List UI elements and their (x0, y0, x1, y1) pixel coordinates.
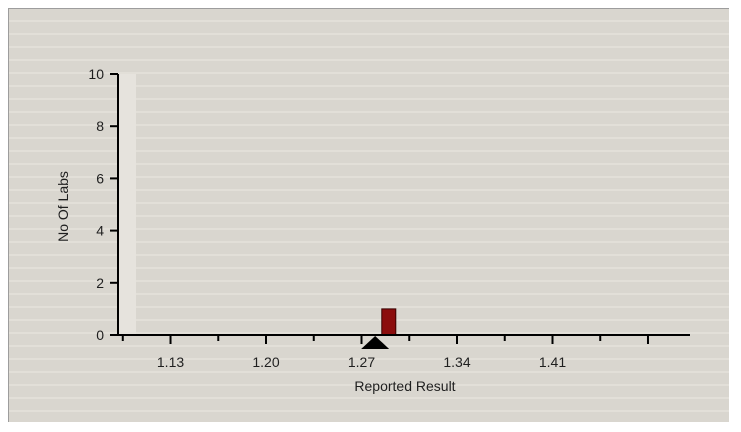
y-tick-label-3: 6 (96, 170, 104, 186)
y-ticks-layer: 0 2 4 6 8 10 (88, 66, 118, 343)
axes-layer (117, 74, 690, 336)
x-tick-label-2: 1.27 (348, 354, 375, 370)
x-tick-label-0: 1.13 (157, 354, 184, 370)
x-tick-label-3: 1.34 (443, 354, 470, 370)
plot-area (118, 74, 136, 335)
x-ticks-layer: 1.13 1.20 1.27 1.34 1.41 (121, 334, 649, 370)
y-tick-label-1: 2 (96, 275, 104, 291)
y-axis-title: No Of Labs (55, 171, 71, 242)
x-tick-label-4: 1.41 (539, 354, 566, 370)
histogram-bar-0 (381, 308, 397, 336)
y-tick-label-2: 4 (96, 223, 104, 239)
y-axis-band (118, 74, 136, 335)
y-tick-label-4: 8 (96, 118, 104, 134)
y-tick-label-5: 10 (88, 66, 104, 82)
assigned-value-marker (361, 336, 390, 349)
y-tick-label-0: 0 (96, 327, 104, 343)
x-tick-label-1: 1.20 (252, 354, 279, 370)
bars-layer (381, 308, 397, 336)
marker-layer (361, 336, 390, 349)
x-axis-title: Reported Result (354, 378, 455, 394)
